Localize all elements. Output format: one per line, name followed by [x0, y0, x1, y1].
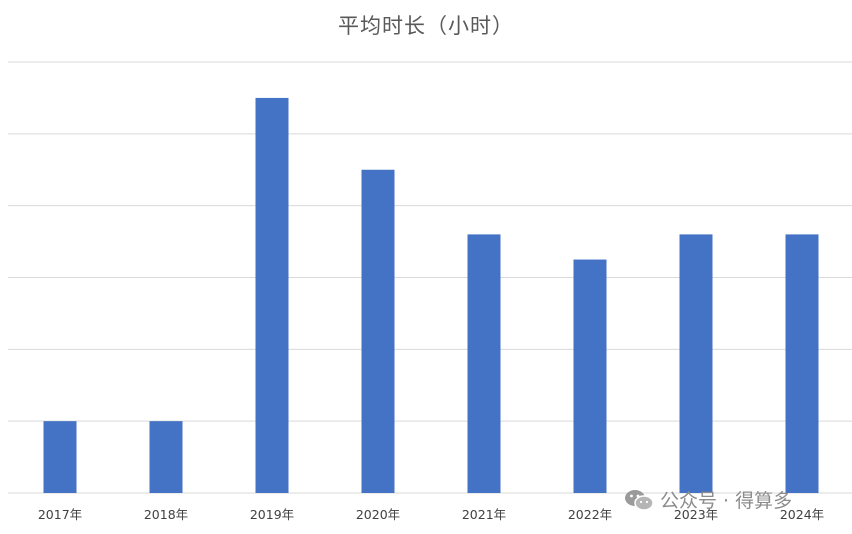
bar-2022年 — [573, 259, 607, 493]
chart-title: 平均时长（小时） — [338, 14, 514, 38]
watermark: 公众号 · 得算多 — [624, 486, 792, 513]
x-tick-label: 2018年 — [144, 507, 188, 522]
bar-2023年 — [679, 234, 713, 493]
bar-2021年 — [467, 234, 501, 493]
gridlines — [8, 61, 852, 494]
bar-2019年 — [255, 97, 289, 494]
watermark-text: 公众号 · 得算多 — [660, 490, 793, 512]
bar-2024年 — [785, 234, 819, 493]
x-tick-label: 2023年 — [674, 507, 718, 522]
bar-2018年 — [149, 421, 183, 493]
x-tick-label: 2024年 — [780, 507, 824, 522]
bar-2020年 — [361, 169, 395, 493]
x-tick-label: 2020年 — [356, 507, 400, 522]
wechat-icon — [625, 489, 654, 511]
x-tick-label: 2019年 — [250, 507, 294, 522]
x-tick-label: 2021年 — [462, 507, 506, 522]
x-tick-labels: 2017年 2018年 2019年 2020年 2021年 2022年 2023年 2024年 — [38, 507, 824, 522]
x-tick-label: 2017年 — [38, 507, 82, 522]
bar-2017年 — [43, 421, 77, 493]
bars — [43, 97, 819, 494]
x-tick-label: 2022年 — [568, 507, 612, 522]
